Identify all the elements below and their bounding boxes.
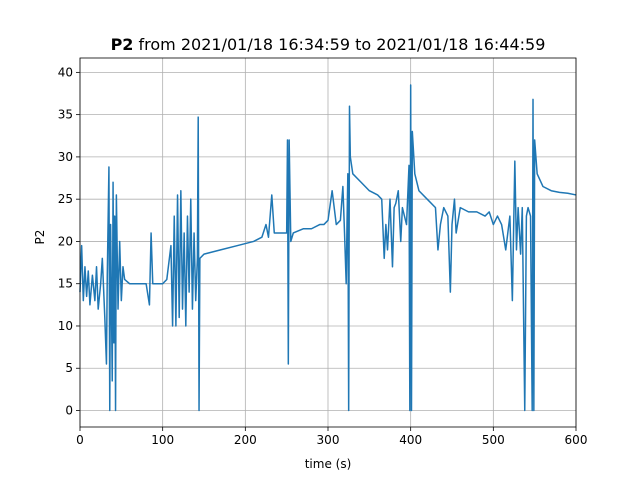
x-axis-label: time (s) (305, 457, 352, 471)
y-tick-label: 25 (58, 192, 73, 206)
x-tick-label: 400 (399, 433, 422, 447)
x-tick-label: 100 (151, 433, 174, 447)
y-tick-label: 30 (58, 150, 73, 164)
plot-frame (79, 57, 577, 428)
x-tick-label: 200 (234, 433, 257, 447)
y-tick-label: 15 (58, 277, 73, 291)
x-tick-label: 500 (482, 433, 505, 447)
x-tick-label: 600 (565, 433, 588, 447)
y-tick-label: 5 (65, 361, 73, 375)
y-axis-label: P2 (33, 230, 47, 245)
y-tick-label: 10 (58, 319, 73, 333)
chart-title: P2 from 2021/01/18 16:34:59 to 2021/01/1… (111, 35, 546, 54)
line-series (79, 84, 577, 412)
title-bold: P2 (111, 35, 134, 54)
x-tick-label: 300 (317, 433, 340, 447)
y-tick-label: 40 (58, 65, 73, 79)
x-tick-label: 0 (76, 433, 84, 447)
y-tick-label: 0 (65, 404, 73, 418)
title-text: from 2021/01/18 16:34:59 to 2021/01/18 1… (139, 35, 546, 54)
y-tick-label: 35 (58, 108, 73, 122)
y-tick-label: 20 (58, 234, 73, 248)
